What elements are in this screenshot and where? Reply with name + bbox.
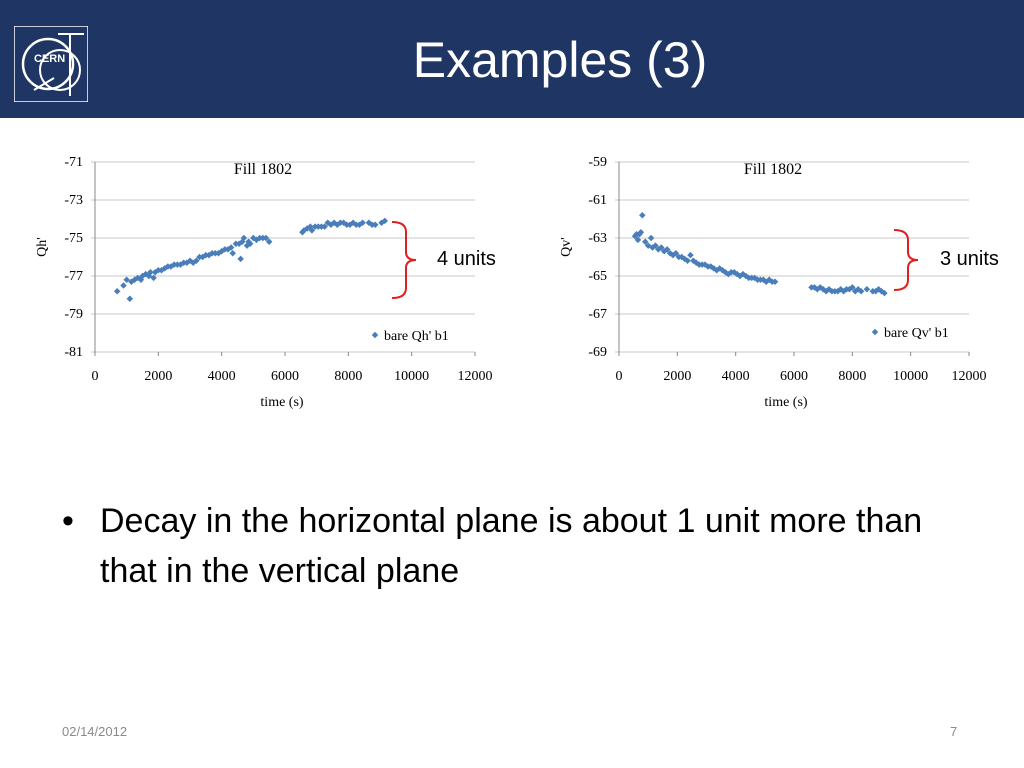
x-tick-label: 8000 <box>334 369 362 384</box>
x-tick-label: 2000 <box>663 369 691 384</box>
data-point <box>647 234 655 242</box>
data-point <box>371 221 379 228</box>
chart-title: Fill 1802 <box>744 161 802 178</box>
legend-label: bare Qh' b1 <box>384 329 449 344</box>
x-tick-label: 0 <box>616 369 623 384</box>
bullet-text: Decay in the horizontal plane is about 1… <box>100 502 923 590</box>
x-axis-label: time (s) <box>764 395 807 410</box>
data-point <box>672 249 680 257</box>
data-point <box>126 295 134 303</box>
x-tick-label: 0 <box>92 369 99 384</box>
data-point <box>863 286 871 293</box>
legend-marker <box>371 331 379 339</box>
brace-right <box>893 229 919 291</box>
footer-date: 02/14/2012 <box>62 724 128 739</box>
x-tick-label: 10000 <box>893 369 928 384</box>
chart-title: Fill 1802 <box>234 161 292 178</box>
cern-logo: CERN <box>14 26 88 102</box>
data-point <box>663 246 671 253</box>
data-point <box>227 244 235 251</box>
slide-title: Examples (3) <box>412 32 708 88</box>
data-point <box>359 219 366 227</box>
legend-marker <box>871 328 879 336</box>
data-point <box>147 268 154 276</box>
data-point <box>229 249 237 257</box>
x-tick-label: 4000 <box>208 369 236 384</box>
slide-header: CERN Examples (3) <box>0 0 1024 118</box>
cern-logo-text: CERN <box>34 53 65 65</box>
data-point <box>113 287 121 295</box>
y-tick-label: -63 <box>588 231 607 246</box>
data-point <box>246 240 254 247</box>
data-point <box>771 278 779 285</box>
y-tick-label: -77 <box>64 269 83 284</box>
brace-left <box>391 221 417 299</box>
y-tick-label: -71 <box>64 155 83 170</box>
x-axis-label: time (s) <box>260 395 303 410</box>
chart-qh: -71 -73 -75 -77 -79 -81 0 2000 4000 6000 8000 10000… <box>0 140 512 420</box>
data-point <box>120 282 127 289</box>
legend-label: bare Qv' b1 <box>884 326 949 341</box>
y-tick-label: -75 <box>64 231 83 246</box>
x-tick-label: 6000 <box>271 369 299 384</box>
data-point <box>687 251 694 259</box>
data-point <box>641 238 649 246</box>
x-tick-label: 12000 <box>458 369 493 384</box>
y-tick-label: -73 <box>64 193 83 208</box>
x-tick-label: 12000 <box>952 369 987 384</box>
x-tick-label: 4000 <box>722 369 750 384</box>
data-point <box>658 244 665 251</box>
data-point <box>639 211 646 219</box>
bullet-dot: • <box>62 502 74 540</box>
x-tick-label: 2000 <box>144 369 172 384</box>
chart-qv: -59 -61 -63 -65 -67 -69 0 2000 4000 6000 8000 10000… <box>512 140 1024 420</box>
chart-qh-svg: -71 -73 -75 -77 -79 -81 0 2000 4000 6000 8000 10000… <box>35 155 493 410</box>
annotation-3-units: 3 units <box>940 248 999 270</box>
data-point <box>193 257 200 265</box>
y-tick-label: -65 <box>588 269 607 284</box>
y-axis-label: Qh' <box>35 237 50 257</box>
chart-qv-svg: -59 -61 -63 -65 -67 -69 0 2000 4000 6000 8000 10000… <box>559 155 987 410</box>
y-tick-label: -69 <box>588 345 607 360</box>
data-point <box>237 255 244 263</box>
data-point <box>849 284 856 291</box>
y-tick-label: -67 <box>588 307 607 322</box>
y-tick-label: -79 <box>64 307 83 322</box>
x-tick-label: 8000 <box>838 369 866 384</box>
data-point <box>857 287 865 295</box>
annotation-4-units: 4 units <box>437 248 496 270</box>
page-number: 7 <box>950 724 958 739</box>
x-tick-label: 6000 <box>780 369 808 384</box>
y-tick-label: -61 <box>588 193 607 208</box>
x-tick-label: 10000 <box>394 369 429 384</box>
bullet-item: • Decay in the horizontal plane is about… <box>62 496 962 596</box>
data-point <box>637 229 645 236</box>
y-tick-label: -81 <box>64 345 83 360</box>
y-axis-label: Qv' <box>559 237 574 257</box>
data-point <box>240 234 248 242</box>
y-tick-label: -59 <box>588 155 607 170</box>
